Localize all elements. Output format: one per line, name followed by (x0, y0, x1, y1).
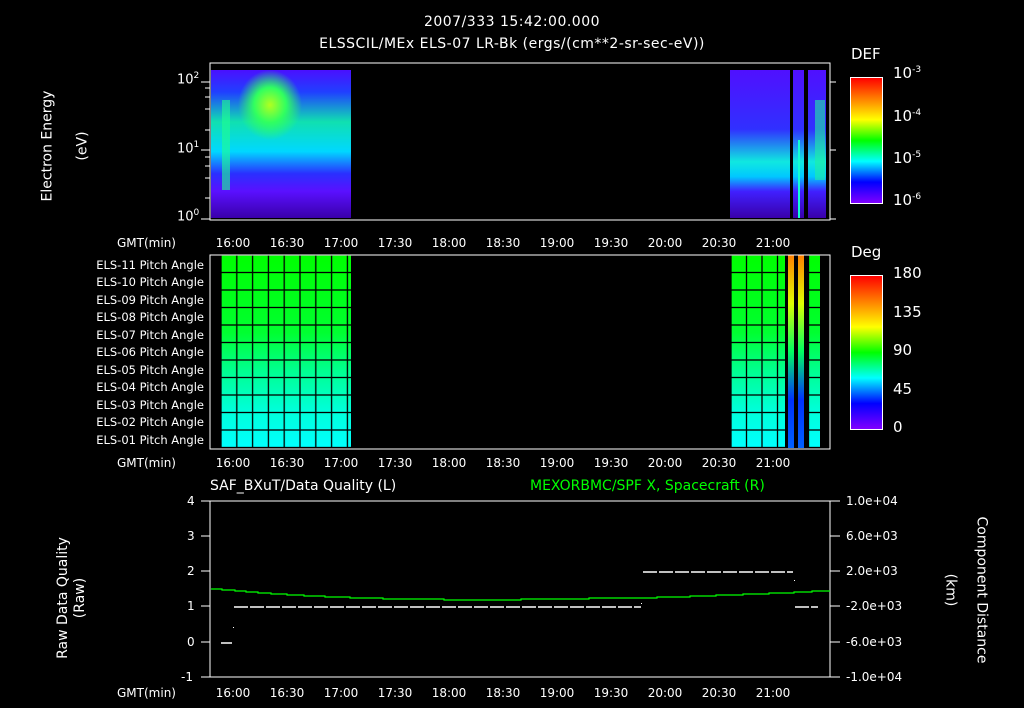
xtick: 19:30 (593, 456, 629, 470)
deg-colorbar-title: Deg (851, 243, 882, 261)
xtick: 18:00 (431, 456, 467, 470)
energy-ytick-100: 102 (177, 71, 200, 88)
xtick: 17:30 (377, 686, 413, 700)
xtick: 17:30 (377, 236, 413, 250)
xtick: 21:00 (755, 236, 791, 250)
deg-colorbar-label: 90 (893, 341, 913, 359)
xtick: 21:00 (755, 686, 791, 700)
pitch-row-label: ELS-05 Pitch Angle (96, 363, 204, 377)
deg-colorbar-label: 135 (893, 303, 922, 321)
def-colorbar-title: DEF (851, 45, 881, 63)
xtick: 18:00 (431, 236, 467, 250)
xtick: 16:30 (269, 236, 305, 250)
deg-colorbar-label: 180 (893, 264, 922, 282)
pitch-row-label: ELS-04 Pitch Angle (96, 380, 204, 394)
deg-colorbar-label: 45 (893, 380, 913, 398)
ytick-right: 1.0e+04 (846, 494, 898, 508)
ytick-left: 2 (187, 564, 195, 578)
left-series-title: SAF_BXuT/Data Quality (L) (210, 478, 397, 494)
ytick-right: -6.0e+03 (846, 635, 903, 649)
xtick: 18:00 (431, 686, 467, 700)
ytick-left: 0 (187, 635, 195, 649)
xtick: 17:00 (323, 686, 359, 700)
xtick: 16:00 (215, 456, 251, 470)
xtick: 20:30 (701, 236, 737, 250)
plot-subtitle: ELSSCIL/MEx ELS-07 LR-Bk (ergs/(cm**2-sr… (319, 36, 705, 52)
xtick: 16:30 (269, 456, 305, 470)
xtick: 20:00 (647, 456, 683, 470)
ytick-right: -1.0e+04 (846, 670, 903, 684)
xtick: 18:30 (485, 456, 521, 470)
energy-xlabel: GMT(min) (117, 236, 176, 250)
xtick: 20:30 (701, 456, 737, 470)
pitch-row-label: ELS-09 Pitch Angle (96, 293, 204, 307)
xtick: 19:00 (539, 236, 575, 250)
xtick: 17:30 (377, 456, 413, 470)
energy-ytick-10: 101 (177, 140, 200, 157)
pitch-row-label: ELS-03 Pitch Angle (96, 398, 204, 412)
xtick: 18:30 (485, 686, 521, 700)
def-colorbar-label: 10-3 (893, 64, 922, 82)
ytick-right: 2.0e+03 (846, 564, 898, 578)
def-colorbar-label: 10-6 (893, 191, 922, 209)
ytick-right: -2.0e+03 (846, 599, 903, 613)
pitch-row-label: ELS-06 Pitch Angle (96, 345, 204, 359)
xtick: 19:00 (539, 456, 575, 470)
energy-ytick-1: 100 (177, 208, 200, 225)
quality-xlabel: GMT(min) (117, 686, 176, 700)
right-series-title: MEXORBMC/SPF X, Spacecraft (R) (530, 478, 765, 494)
xtick: 19:30 (593, 236, 629, 250)
plot-datetime: 2007/333 15:42:00.000 (423, 14, 601, 30)
ytick-left: 1 (187, 599, 195, 613)
xtick: 20:00 (647, 236, 683, 250)
ytick-left: 3 (187, 529, 195, 543)
pitch-row-label: ELS-01 Pitch Angle (96, 433, 204, 447)
pitch-row-label: ELS-02 Pitch Angle (96, 415, 204, 429)
xtick: 20:00 (647, 686, 683, 700)
xtick: 18:30 (485, 236, 521, 250)
xtick: 19:30 (593, 686, 629, 700)
xtick: 21:00 (755, 456, 791, 470)
xtick: 17:00 (323, 456, 359, 470)
xtick: 20:30 (701, 686, 737, 700)
pitch-row-label: ELS-11 Pitch Angle (96, 258, 204, 272)
pitch-row-label: ELS-10 Pitch Angle (96, 275, 204, 289)
def-colorbar (850, 77, 883, 204)
pitch-row-label: ELS-08 Pitch Angle (96, 310, 204, 324)
xtick: 17:00 (323, 236, 359, 250)
xtick: 16:00 (215, 236, 251, 250)
deg-colorbar-label: 0 (893, 418, 903, 436)
xtick: 19:00 (539, 686, 575, 700)
pitch-row-label: ELS-07 Pitch Angle (96, 328, 204, 342)
deg-colorbar (850, 275, 883, 430)
xtick: 16:30 (269, 686, 305, 700)
def-colorbar-label: 10-4 (893, 107, 922, 125)
xtick: 16:00 (215, 686, 251, 700)
def-colorbar-label: 10-5 (893, 149, 922, 167)
pitch-xlabel: GMT(min) (117, 456, 176, 470)
ytick-left: 4 (187, 494, 195, 508)
ytick-right: 6.0e+03 (846, 529, 898, 543)
ytick-left: -1 (181, 670, 193, 684)
